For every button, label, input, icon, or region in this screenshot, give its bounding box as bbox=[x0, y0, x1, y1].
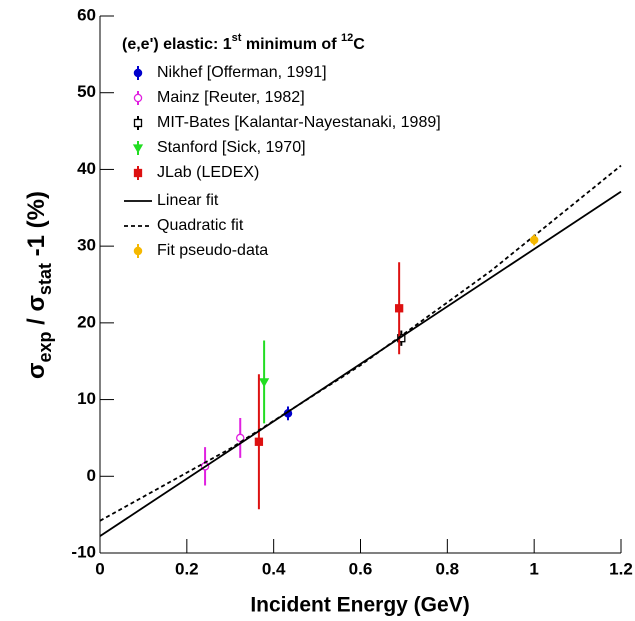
legend-label: JLab (LEDEX) bbox=[157, 164, 259, 181]
legend-title: (e,e') elastic: 1st minimum of 12C bbox=[122, 32, 365, 53]
y-tick-label: 0 bbox=[87, 466, 96, 485]
legend-marker bbox=[133, 246, 143, 256]
point bbox=[394, 304, 404, 313]
legend-label: Quadratic fit bbox=[157, 217, 244, 234]
x-tick-label: 0 bbox=[95, 559, 104, 578]
legend-marker bbox=[133, 168, 143, 178]
point bbox=[254, 437, 264, 446]
y-tick-label: 30 bbox=[77, 236, 96, 255]
point bbox=[529, 235, 539, 245]
x-tick-label: 1 bbox=[529, 559, 538, 578]
y-tick-label: 60 bbox=[77, 5, 96, 24]
x-tick-label: 0.6 bbox=[349, 559, 373, 578]
y-tick-label: 50 bbox=[77, 82, 96, 101]
y-tick-label: 20 bbox=[77, 312, 96, 331]
legend-label: Mainz [Reuter, 1982] bbox=[157, 89, 305, 106]
x-tick-label: 1.2 bbox=[609, 559, 633, 578]
fit-line bbox=[99, 190, 622, 537]
point bbox=[258, 378, 270, 388]
legend-marker bbox=[133, 118, 143, 128]
y-tick-label: -10 bbox=[71, 542, 96, 561]
legend-marker bbox=[132, 144, 144, 154]
x-axis-label: Incident Energy (GeV) bbox=[250, 594, 469, 617]
legend-label: Linear fit bbox=[157, 192, 219, 209]
y-tick-label: 40 bbox=[77, 159, 96, 178]
x-tick-label: 0.4 bbox=[262, 559, 286, 578]
legend-label: Stanford [Sick, 1970] bbox=[157, 139, 306, 156]
legend-marker bbox=[133, 93, 143, 103]
x-tick-label: 0.8 bbox=[436, 559, 460, 578]
x-tick-label: 0.2 bbox=[175, 559, 199, 578]
legend-marker bbox=[133, 68, 143, 78]
y-tick-label: 10 bbox=[77, 389, 96, 408]
legend-label: MIT-Bates [Kalantar-Nayestanaki, 1989] bbox=[157, 114, 441, 131]
legend-label: Nikhef [Offerman, 1991] bbox=[157, 64, 327, 81]
legend-label: Fit pseudo-data bbox=[157, 242, 268, 259]
y-axis-label: σexp / σstat -1 (%) bbox=[23, 191, 54, 379]
